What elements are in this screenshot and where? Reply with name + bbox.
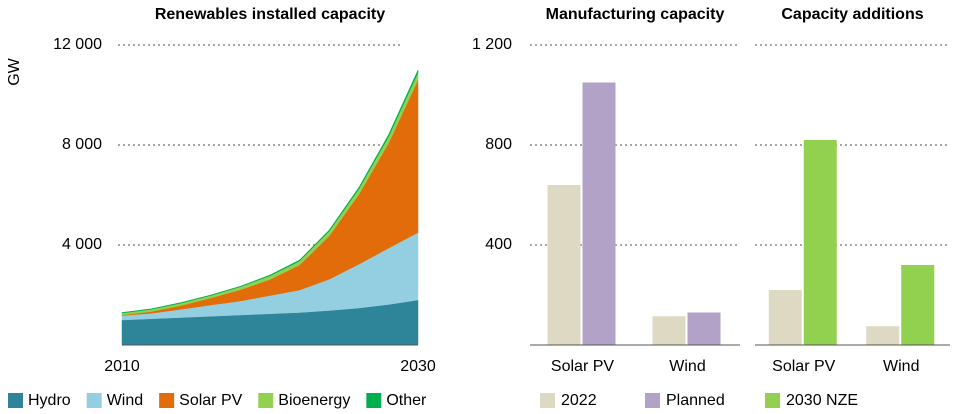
y-tick-label: 12 000 — [53, 36, 102, 53]
legend-label: 2030 NZE — [786, 392, 858, 409]
legend-swatch — [86, 393, 102, 408]
x-tick-label: 2030 — [400, 358, 436, 375]
legend-swatch — [159, 393, 175, 408]
bar — [768, 290, 802, 345]
legend-swatch — [8, 393, 23, 408]
legend-swatch — [765, 393, 780, 408]
legend-label: Other — [386, 392, 427, 409]
bar — [582, 82, 616, 345]
bar — [866, 326, 900, 345]
area — [121, 69, 419, 314]
legend-swatch — [645, 393, 660, 408]
legend-swatch — [366, 393, 382, 408]
legend-label: Solar PV — [179, 392, 242, 409]
bar — [547, 185, 581, 345]
legend-label: Bioenergy — [278, 392, 350, 409]
chart-title: Manufacturing capacity — [546, 6, 725, 23]
y-axis-label: GW — [6, 57, 23, 85]
x-tick-label: Solar PV — [551, 358, 614, 375]
legend-label: 2022 — [561, 392, 597, 409]
y-tick-label: 400 — [485, 236, 512, 253]
y-tick-label: 8 000 — [62, 136, 102, 153]
bar — [803, 140, 837, 345]
y-tick-label: 4 000 — [62, 236, 102, 253]
x-tick-label: 2010 — [104, 358, 140, 375]
legend-swatch — [258, 393, 274, 408]
x-tick-label: Wind — [883, 358, 919, 375]
bar — [687, 312, 721, 345]
bar — [901, 265, 935, 345]
legend-label: Planned — [666, 392, 725, 409]
bar — [652, 316, 686, 345]
x-tick-label: Wind — [669, 358, 705, 375]
y-tick-label: 1 200 — [472, 36, 512, 53]
legend-label: Wind — [107, 392, 143, 409]
y-tick-label: 800 — [485, 136, 512, 153]
legend-label: Hydro — [28, 392, 71, 409]
chart-title: Capacity additions — [781, 6, 923, 23]
x-tick-label: Solar PV — [772, 358, 835, 375]
chart-title: Renewables installed capacity — [155, 6, 385, 23]
legend-swatch — [540, 393, 555, 408]
